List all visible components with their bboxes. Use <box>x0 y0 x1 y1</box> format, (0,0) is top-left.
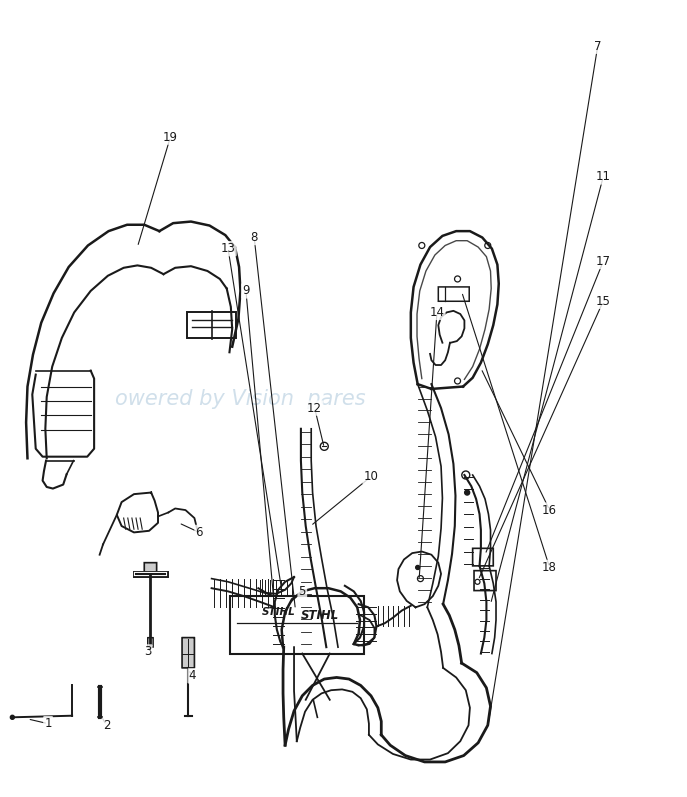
Text: 2: 2 <box>103 719 110 732</box>
Text: 5: 5 <box>299 585 306 598</box>
FancyBboxPatch shape <box>144 563 157 573</box>
FancyBboxPatch shape <box>280 644 297 651</box>
Text: 7: 7 <box>594 40 601 53</box>
Text: 13: 13 <box>221 242 236 255</box>
Text: 16: 16 <box>542 504 557 516</box>
Text: 1: 1 <box>45 717 52 730</box>
Text: STIHL: STIHL <box>300 609 339 622</box>
FancyBboxPatch shape <box>148 638 153 647</box>
Text: 11: 11 <box>596 171 611 183</box>
FancyBboxPatch shape <box>187 312 236 338</box>
Circle shape <box>416 565 420 570</box>
Text: owered by Vision  pares: owered by Vision pares <box>115 388 365 409</box>
Text: 12: 12 <box>307 402 322 414</box>
Text: 19: 19 <box>163 131 178 143</box>
Text: 17: 17 <box>596 255 611 268</box>
Circle shape <box>10 715 14 720</box>
FancyBboxPatch shape <box>230 596 364 654</box>
FancyBboxPatch shape <box>182 638 194 668</box>
FancyBboxPatch shape <box>438 287 469 301</box>
FancyBboxPatch shape <box>473 548 493 566</box>
Text: STIHL: STIHL <box>261 607 295 617</box>
Text: 10: 10 <box>363 470 379 483</box>
Circle shape <box>464 490 470 495</box>
Text: 3: 3 <box>144 646 151 658</box>
Text: 14: 14 <box>429 306 444 319</box>
Text: 4: 4 <box>189 669 196 682</box>
Text: 6: 6 <box>196 526 203 539</box>
FancyBboxPatch shape <box>474 571 496 591</box>
FancyBboxPatch shape <box>280 636 297 643</box>
Text: 8: 8 <box>251 231 258 244</box>
Text: 18: 18 <box>542 561 557 574</box>
Text: 15: 15 <box>596 295 611 308</box>
Text: 9: 9 <box>243 285 249 297</box>
